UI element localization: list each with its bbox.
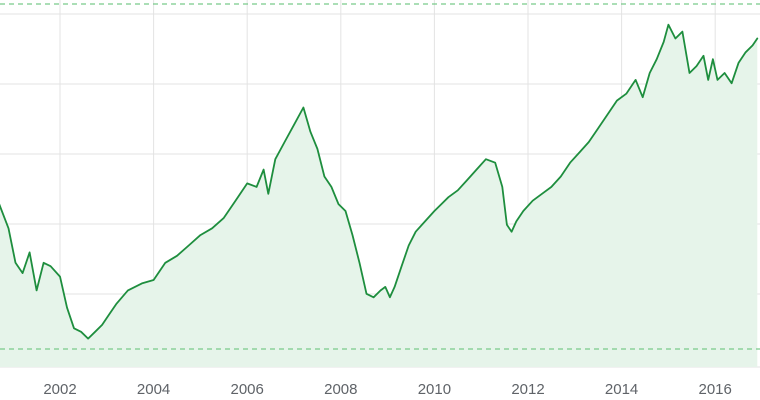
x-tick-label-2008: 2008 [324,381,357,398]
x-tick-label-2016: 2016 [699,381,732,398]
reference-lines [0,3,760,350]
line-layer [0,23,759,340]
series-area-fill [0,24,758,367]
x-tick-label-2012: 2012 [511,381,544,398]
x-tick-label-2006: 2006 [231,381,264,398]
x-tick-label-2014: 2014 [605,381,638,398]
area-layer [0,24,758,367]
series-line [0,23,759,340]
x-tick-label-2010: 2010 [418,381,451,398]
x-tick-label-2002: 2002 [43,381,76,398]
x-axis-ticks: 2002 2004 2006 2008 2010 2012 2014 2016 [43,381,732,398]
x-tick-label-2004: 2004 [137,381,170,398]
